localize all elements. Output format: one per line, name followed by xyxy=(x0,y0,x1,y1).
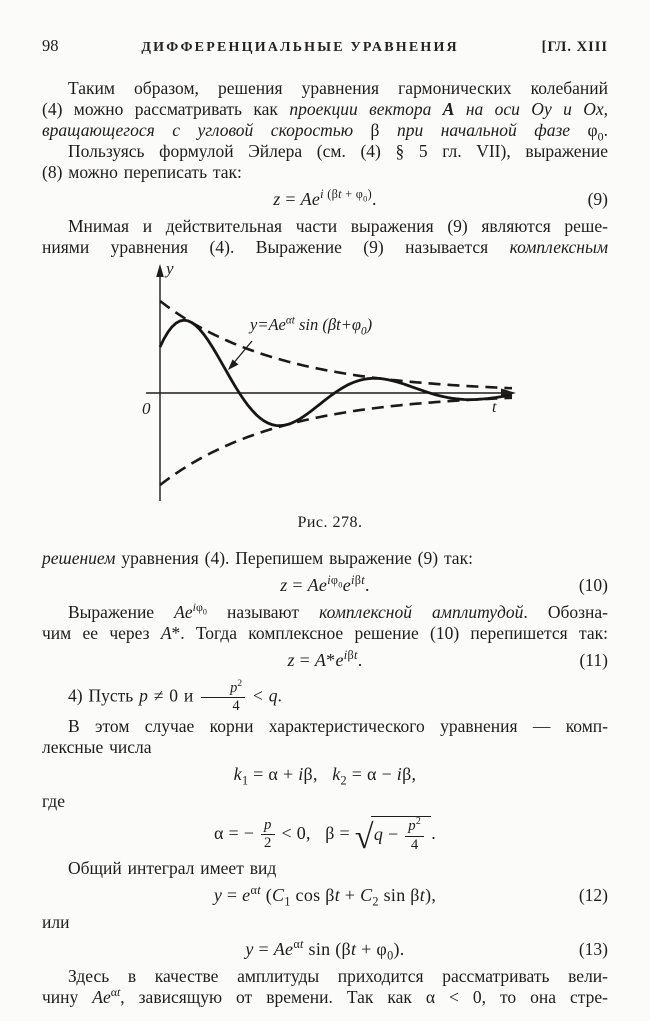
text-line: Таким образом, решения уравнения гармони… xyxy=(68,78,608,98)
text-line: ниями уравнения (4). Выражение (9) назыв… xyxy=(42,237,608,257)
text-line: вращающегося с угловой скоростью β при н… xyxy=(42,120,608,144)
t-axis-label: t xyxy=(492,399,497,416)
page-header: 98 ДИФФЕРЕНЦИАЛЬНЫЕ УРАВНЕНИЯ [ГЛ. XIII xyxy=(42,36,608,56)
text-line: лексные числа xyxy=(42,737,152,758)
paragraph-time-dependent-amplitude: Здесь в качестве амплитуды приходится ра… xyxy=(42,966,608,1008)
paragraph-imaginary-real-parts: Мнимая и действительная части выражения … xyxy=(42,216,608,258)
equation-11-row: z = A*eiβt. (11) xyxy=(42,648,608,672)
equation-roots-row: k1 = α + iβ, k2 = α − iβ, xyxy=(42,762,608,788)
paragraph-euler-formula: Пользуясь формулой Эйлера (см. (4) § 5 г… xyxy=(42,141,608,183)
equation-13: y = Aeαt sin (βt + φ0). xyxy=(245,937,405,963)
running-title: ДИФФЕРЕНЦИАЛЬНЫЕ УРАВНЕНИЯ xyxy=(141,40,459,55)
y-axis-label: y xyxy=(166,259,174,278)
damped-oscillation-plot xyxy=(146,264,516,501)
equation-roots: k1 = α + iβ, k2 = α − iβ, xyxy=(233,764,417,788)
equation-12: y = eαt (C1 cos βt + C2 sin βt), xyxy=(213,883,437,909)
text-line: Мнимая и действительная части выражения … xyxy=(68,216,608,236)
origin-label: 0 xyxy=(142,399,151,418)
page-number: 98 xyxy=(42,36,59,55)
text-line: (4) можно рассматривать как проекции век… xyxy=(42,99,609,119)
label-arrow-head xyxy=(228,359,239,370)
paragraph-or: или xyxy=(42,912,608,933)
equation-9-row: z = Aei (βt + φ0). (9) xyxy=(42,187,608,211)
equation-9: z = Aei (βt + φ0). xyxy=(273,187,377,209)
paragraph-where: где xyxy=(42,791,608,812)
curve-equation-label: y=Aeαt sin (βt+φ0) xyxy=(250,314,373,338)
text-line: где xyxy=(42,791,65,812)
damped-sine-curve xyxy=(158,318,513,428)
text-line: чину Aeαt, зависящую от времени. Так как… xyxy=(42,985,608,1008)
equation-11: z = A*eiβt. xyxy=(287,648,363,670)
paragraph-case-4: 4) Пусть p ≠ 0 и p2 4 < q. xyxy=(42,678,608,715)
equation-11-number: (11) xyxy=(579,650,608,670)
text-line: Здесь в качестве амплитуды приходится ра… xyxy=(68,966,608,987)
equation-9-number: (9) xyxy=(587,189,608,209)
y-axis-arrow xyxy=(156,264,164,277)
text-line: Выражение Aeiφ0 называют комплексной амп… xyxy=(68,600,608,622)
equation-12-row: y = eαt (C1 cos βt + C2 sin βt), (12) xyxy=(42,883,608,909)
paragraph-complex-solution: решением уравнения (4). Перепишем выраже… xyxy=(42,548,608,569)
equation-13-row: y = Aeαt sin (βt + φ0). (13) xyxy=(42,937,608,963)
chapter-label: [ГЛ. XIII xyxy=(541,39,608,55)
lower-envelope-curve xyxy=(159,396,513,487)
equation-13-number: (13) xyxy=(578,939,608,960)
equation-10: z = Aeiφ0eiβt. xyxy=(280,573,370,595)
text-line: (8) можно переписать так: xyxy=(42,162,242,182)
equation-10-row: z = Aeiφ0eiβt. (10) xyxy=(42,573,608,597)
paragraph-general-integral: Общий интеграл имеет вид xyxy=(42,858,608,879)
equation-12-number: (12) xyxy=(578,885,608,906)
text-line: или xyxy=(42,912,70,933)
text-line: Общий интеграл имеет вид xyxy=(68,858,277,879)
paragraph-complex-amplitude: Выражение Aeiφ0 называют комплексной амп… xyxy=(42,600,608,644)
equation-10-number: (10) xyxy=(578,575,608,595)
figure-caption: Рис. 278. xyxy=(297,514,363,531)
text-line: В этом случае корни характеристического … xyxy=(68,716,608,737)
text-line: чим ее через A*. Тогда комплексное решен… xyxy=(42,623,608,643)
paragraph-harmonic-solutions: Таким образом, решения уравнения гармони… xyxy=(42,78,609,144)
upper-envelope-curve xyxy=(159,299,513,390)
label-arrow xyxy=(231,340,253,366)
text-line: Пользуясь формулой Эйлера (см. (4) § 5 г… xyxy=(68,141,608,161)
figure-278: y t 0 y=Aeαt sin (βt+φ0) xyxy=(140,259,520,508)
text-line: 4) Пусть p ≠ 0 и p2 4 < q. xyxy=(68,678,282,715)
text-line: решением уравнения (4). Перепишем выраже… xyxy=(42,548,473,568)
paragraph-complex-roots: В этом случае корни характеристического … xyxy=(42,716,608,758)
